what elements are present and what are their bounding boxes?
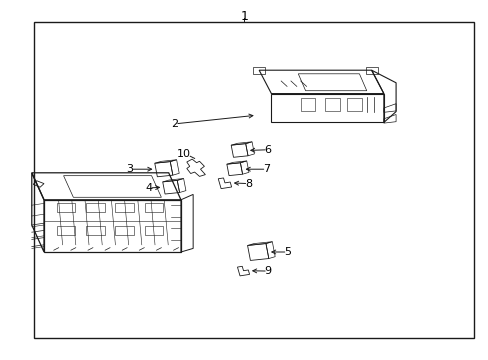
Text: 1: 1 bbox=[240, 10, 248, 23]
Text: 8: 8 bbox=[244, 179, 251, 189]
Text: 3: 3 bbox=[126, 164, 133, 174]
Text: 5: 5 bbox=[284, 247, 290, 257]
Bar bbox=[34, 22, 473, 338]
Text: 9: 9 bbox=[264, 266, 271, 276]
Text: 6: 6 bbox=[264, 145, 271, 155]
Text: 7: 7 bbox=[263, 164, 269, 174]
Text: 4: 4 bbox=[145, 183, 152, 193]
Text: 2: 2 bbox=[171, 119, 178, 129]
Text: 10: 10 bbox=[176, 149, 190, 159]
